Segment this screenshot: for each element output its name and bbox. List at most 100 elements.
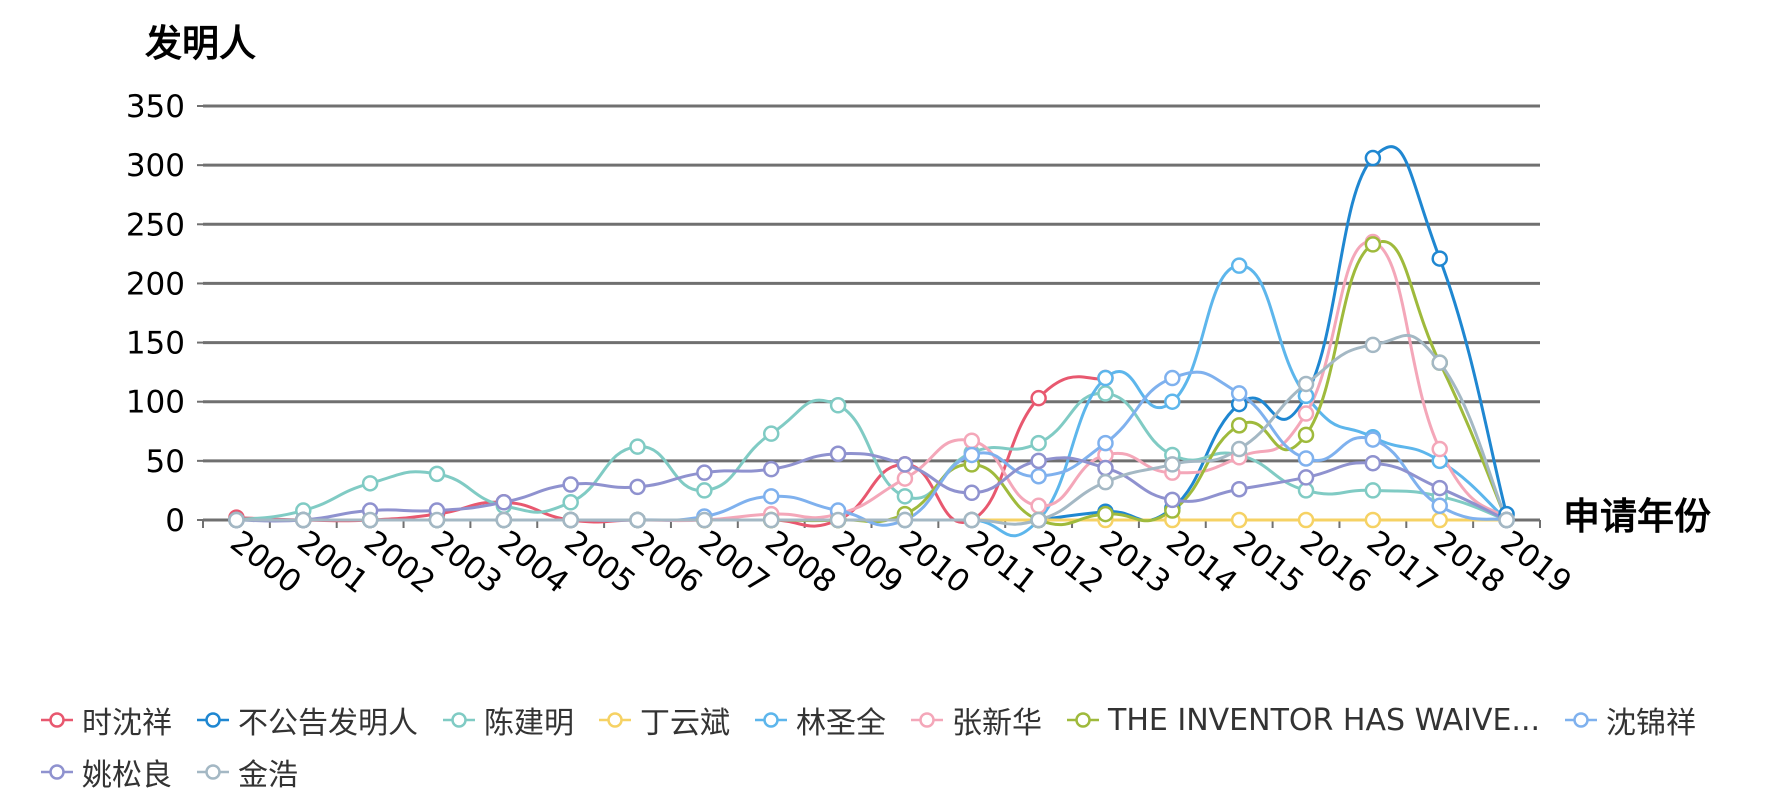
data-point[interactable] <box>631 513 645 527</box>
data-point[interactable] <box>631 480 645 494</box>
data-point[interactable] <box>697 483 711 497</box>
data-point[interactable] <box>363 476 377 490</box>
data-point[interactable] <box>430 513 444 527</box>
legend-label: 丁云斌 <box>640 698 730 742</box>
data-point[interactable] <box>1433 356 1447 370</box>
data-point[interactable] <box>1232 259 1246 273</box>
data-point[interactable] <box>497 513 511 527</box>
data-point[interactable] <box>564 495 578 509</box>
data-point[interactable] <box>1232 386 1246 400</box>
legend-label: 金浩 <box>238 750 298 794</box>
data-point[interactable] <box>1299 470 1313 484</box>
data-point[interactable] <box>1098 386 1112 400</box>
data-point[interactable] <box>1032 436 1046 450</box>
legend-item[interactable]: 陈建明 <box>442 702 574 738</box>
x-tick-label: 2003 <box>424 524 508 601</box>
data-point[interactable] <box>831 398 845 412</box>
x-tick-label: 2016 <box>1293 524 1377 601</box>
data-point[interactable] <box>564 513 578 527</box>
y-tick-label: 100 <box>126 385 185 421</box>
data-point[interactable] <box>965 434 979 448</box>
data-point[interactable] <box>1366 151 1380 165</box>
data-point[interactable] <box>965 448 979 462</box>
data-point[interactable] <box>363 513 377 527</box>
x-tick-label: 2018 <box>1427 524 1511 601</box>
data-point[interactable] <box>1299 377 1313 391</box>
data-point[interactable] <box>1366 338 1380 352</box>
data-point[interactable] <box>764 513 778 527</box>
data-point[interactable] <box>764 489 778 503</box>
data-point[interactable] <box>1098 507 1112 521</box>
data-point[interactable] <box>1032 499 1046 513</box>
data-point[interactable] <box>1232 482 1246 496</box>
data-point[interactable] <box>764 427 778 441</box>
data-point[interactable] <box>764 462 778 476</box>
data-point[interactable] <box>1433 513 1447 527</box>
data-point[interactable] <box>1032 391 1046 405</box>
legend: 时沈祥不公告发明人陈建明丁云斌林圣全张新华 THE INVENTOR HAS WA… <box>40 702 1760 790</box>
data-point[interactable] <box>1299 428 1313 442</box>
x-tick-label: 2001 <box>290 524 374 601</box>
data-point[interactable] <box>697 513 711 527</box>
legend-item[interactable]: 沈锦祥 <box>1564 702 1696 738</box>
data-point[interactable] <box>1299 513 1313 527</box>
legend-item[interactable]: 时沈祥 <box>40 702 172 738</box>
legend-label: 不公告发明人 <box>238 698 418 742</box>
legend-item[interactable]: THE INVENTOR HAS WAIVE... <box>1066 702 1540 738</box>
legend-line-circle-icon <box>196 762 230 782</box>
data-point[interactable] <box>898 472 912 486</box>
legend-line-circle-icon <box>754 710 788 730</box>
data-point[interactable] <box>1366 483 1380 497</box>
data-point[interactable] <box>1299 407 1313 421</box>
data-point[interactable] <box>1366 433 1380 447</box>
data-point[interactable] <box>1032 454 1046 468</box>
data-point[interactable] <box>1098 475 1112 489</box>
data-point[interactable] <box>296 513 310 527</box>
data-point[interactable] <box>631 440 645 454</box>
data-point[interactable] <box>1433 442 1447 456</box>
data-point[interactable] <box>898 513 912 527</box>
legend-item[interactable]: 林圣全 <box>754 702 886 738</box>
data-point[interactable] <box>1433 481 1447 495</box>
data-point[interactable] <box>1232 442 1246 456</box>
data-point[interactable] <box>1366 237 1380 251</box>
data-point[interactable] <box>1032 513 1046 527</box>
data-point[interactable] <box>1500 513 1514 527</box>
data-point[interactable] <box>1032 469 1046 483</box>
data-point[interactable] <box>229 513 243 527</box>
data-point[interactable] <box>1098 371 1112 385</box>
data-point[interactable] <box>898 489 912 503</box>
data-point[interactable] <box>1165 371 1179 385</box>
series-line <box>236 335 1506 524</box>
x-tick-label: 2014 <box>1159 524 1243 601</box>
data-point[interactable] <box>430 467 444 481</box>
data-point[interactable] <box>1165 457 1179 471</box>
legend-line-circle-icon <box>1066 710 1100 730</box>
x-tick-label: 2013 <box>1093 524 1177 601</box>
legend-item[interactable]: 丁云斌 <box>598 702 730 738</box>
data-point[interactable] <box>965 513 979 527</box>
data-point[interactable] <box>1433 499 1447 513</box>
data-point[interactable] <box>497 495 511 509</box>
data-point[interactable] <box>564 478 578 492</box>
data-point[interactable] <box>1366 513 1380 527</box>
data-point[interactable] <box>831 447 845 461</box>
data-point[interactable] <box>1299 451 1313 465</box>
data-point[interactable] <box>1366 456 1380 470</box>
data-point[interactable] <box>1165 493 1179 507</box>
data-point[interactable] <box>1098 436 1112 450</box>
data-point[interactable] <box>898 457 912 471</box>
data-point[interactable] <box>831 513 845 527</box>
data-point[interactable] <box>1232 513 1246 527</box>
data-point[interactable] <box>1165 395 1179 409</box>
legend-item[interactable]: 不公告发明人 <box>196 702 418 738</box>
data-point[interactable] <box>1433 252 1447 266</box>
data-point[interactable] <box>1098 461 1112 475</box>
x-tick-label: 2000 <box>223 524 307 601</box>
data-point[interactable] <box>965 486 979 500</box>
legend-item[interactable]: 姚松良 <box>40 754 172 790</box>
legend-item[interactable]: 张新华 <box>910 702 1042 738</box>
legend-item[interactable]: 金浩 <box>196 754 298 790</box>
data-point[interactable] <box>1232 418 1246 432</box>
data-point[interactable] <box>697 466 711 480</box>
